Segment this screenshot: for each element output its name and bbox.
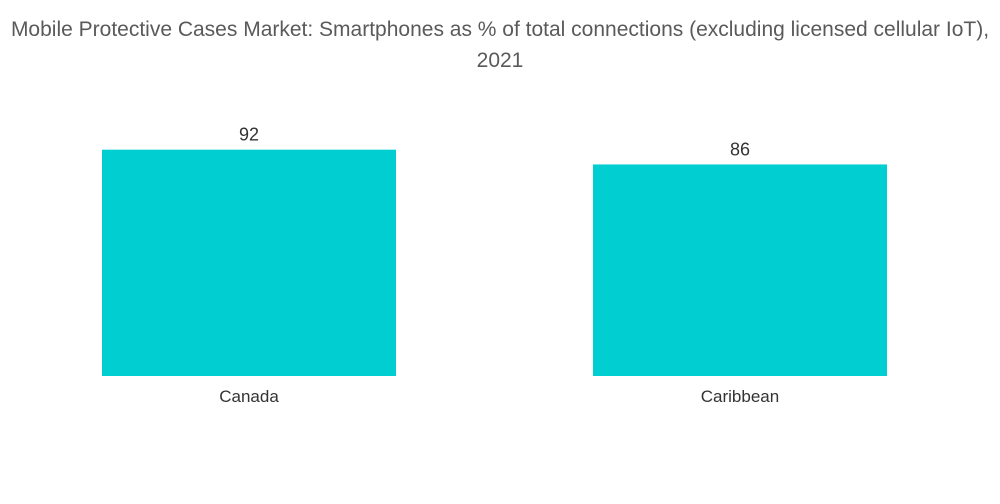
x-tick-label-canada: Canada — [219, 387, 279, 406]
data-label-canada: 92 — [239, 125, 259, 145]
labels-layer: 92 Canada 86 Caribbean — [219, 125, 779, 406]
data-label-caribbean: 86 — [730, 139, 750, 159]
chart-title: Mobile Protective Cases Market: Smartpho… — [10, 18, 990, 72]
bar-canada — [102, 149, 396, 376]
bar-caribbean — [593, 164, 887, 376]
x-tick-label-caribbean: Caribbean — [701, 387, 779, 406]
bars-layer — [102, 149, 887, 376]
